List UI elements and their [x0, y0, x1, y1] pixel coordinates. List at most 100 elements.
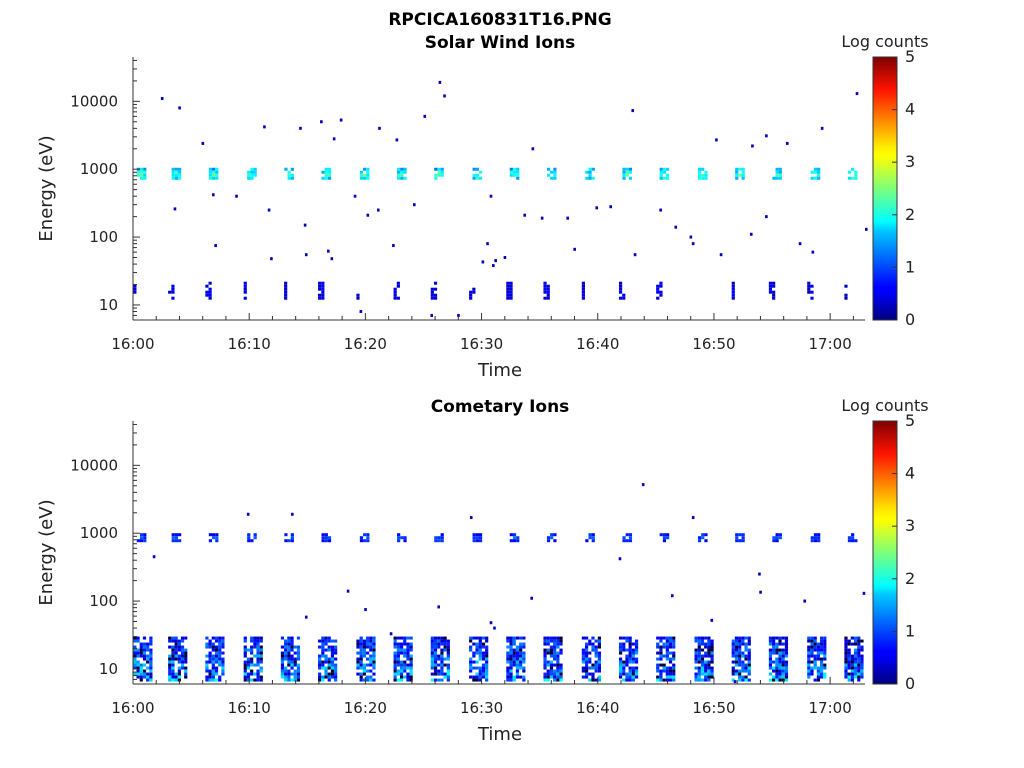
- x-tick-label: 16:00: [111, 335, 154, 353]
- sweep-low-cell: [430, 657, 434, 661]
- sweep-low-cell: [807, 666, 811, 670]
- sweep-low-cell: [853, 636, 858, 640]
- sweep-low-cell: [807, 287, 811, 291]
- sweep-low-cell: [446, 645, 450, 649]
- sweep-peak-cell: [854, 176, 858, 180]
- sweep-low-cell: [823, 675, 827, 679]
- sweep-peak-cell: [400, 536, 404, 540]
- sweep-low-cell: [478, 642, 482, 646]
- sweep-peak-cell: [735, 536, 739, 540]
- sweep-low-cell: [512, 675, 516, 679]
- sweep-low-cell: [772, 651, 776, 655]
- sweep-low-cell: [481, 663, 486, 667]
- sweep-low-cell: [372, 657, 376, 661]
- sweep-low-cell: [807, 669, 811, 673]
- sweep-low-cell: [625, 648, 629, 652]
- sweep-low-cell: [334, 663, 338, 667]
- sweep-low-cell: [543, 651, 547, 655]
- sweep-peak-cell: [817, 176, 821, 180]
- sweep-low-cell: [280, 654, 285, 658]
- sweep-low-cell: [472, 666, 476, 670]
- sweep-low-cell: [142, 672, 147, 676]
- sweep-low-cell: [853, 642, 858, 646]
- sweep-low-cell: [734, 657, 739, 661]
- sweep-low-cell: [430, 287, 434, 291]
- sweep-low-cell: [136, 648, 140, 652]
- sweep-low-cell: [597, 669, 601, 673]
- sweep-peak-cell: [143, 536, 147, 540]
- sweep-low-cell: [549, 639, 554, 643]
- sweep-low-cell: [393, 675, 397, 679]
- sweep-low-cell: [142, 669, 147, 673]
- sweep-low-cell: [485, 666, 489, 670]
- sweep-low-cell: [139, 666, 143, 670]
- sweep-low-cell: [396, 284, 400, 288]
- sweep-low-cell: [334, 657, 338, 661]
- scatter-point: [339, 118, 343, 122]
- sweep-low-cell: [430, 293, 434, 297]
- scatter-point: [691, 516, 695, 520]
- sweep-low-cell: [218, 663, 222, 667]
- sweep-peak-cell: [704, 170, 708, 174]
- sweep-low-cell: [509, 281, 513, 285]
- sweep-low-cell: [850, 663, 854, 667]
- sweep-peak-cell: [591, 533, 595, 537]
- sweep-low-cell: [146, 654, 150, 658]
- sweep-low-cell: [180, 660, 185, 664]
- sweep-low-cell: [136, 639, 140, 643]
- sweep-low-cell: [813, 642, 817, 646]
- sweep-peak-cell: [290, 539, 294, 543]
- sweep-low-cell: [556, 660, 560, 664]
- sweep-low-cell: [704, 675, 708, 679]
- sweep-low-cell: [591, 666, 595, 670]
- sweep-low-cell: [506, 657, 510, 661]
- sweep-peak-cell: [741, 170, 745, 174]
- sweep-low-cell: [819, 672, 824, 676]
- sweep-low-cell: [356, 660, 360, 664]
- x-tick-label: 16:20: [344, 335, 387, 353]
- sweep-low-cell: [784, 636, 789, 640]
- sweep-low-cell: [778, 651, 782, 655]
- sweep-low-cell: [362, 642, 366, 646]
- sweep-low-cell: [853, 657, 858, 661]
- sweep-low-cell: [211, 660, 215, 664]
- sweep-low-cell: [775, 657, 779, 661]
- sweep-low-cell: [485, 678, 489, 682]
- sweep-low-cell: [628, 678, 632, 682]
- sweep-low-cell: [509, 290, 513, 294]
- sweep-low-cell: [396, 648, 400, 652]
- sweep-low-cell: [243, 284, 247, 288]
- sweep-peak-cell: [625, 539, 629, 543]
- scatter-point: [430, 313, 434, 317]
- sweep-low-cell: [430, 651, 434, 655]
- sweep-peak-cell: [622, 176, 626, 180]
- sweep-low-cell: [149, 678, 153, 682]
- sweep-low-cell: [362, 651, 366, 655]
- sweep-low-cell: [356, 645, 360, 649]
- sweep-low-cell: [296, 648, 301, 652]
- sweep-low-cell: [697, 660, 701, 664]
- sweep-low-cell: [139, 669, 143, 673]
- sweep-low-cell: [327, 636, 331, 640]
- sweep-low-cell: [327, 675, 331, 679]
- sweep-low-cell: [631, 669, 635, 673]
- sweep-peak-cell: [143, 167, 147, 171]
- sweep-low-cell: [472, 290, 476, 294]
- sweep-peak-cell: [588, 167, 592, 171]
- sweep-low-cell: [860, 672, 864, 676]
- sweep-peak-cell: [143, 170, 147, 174]
- sweep-low-cell: [556, 636, 560, 640]
- sweep-peak-cell: [397, 539, 401, 543]
- sweep-low-cell: [443, 645, 447, 649]
- sweep-low-cell: [781, 660, 785, 664]
- sweep-low-cell: [287, 663, 291, 667]
- sweep-low-cell: [359, 672, 363, 676]
- sweep-low-cell: [205, 290, 209, 294]
- sweep-low-cell: [318, 645, 322, 649]
- sweep-peak-cell: [628, 533, 633, 537]
- sweep-low-cell: [478, 669, 482, 673]
- sweep-low-cell: [430, 645, 434, 649]
- sweep-low-cell: [778, 678, 782, 682]
- sweep-low-cell: [813, 636, 817, 640]
- sweep-low-cell: [628, 645, 632, 649]
